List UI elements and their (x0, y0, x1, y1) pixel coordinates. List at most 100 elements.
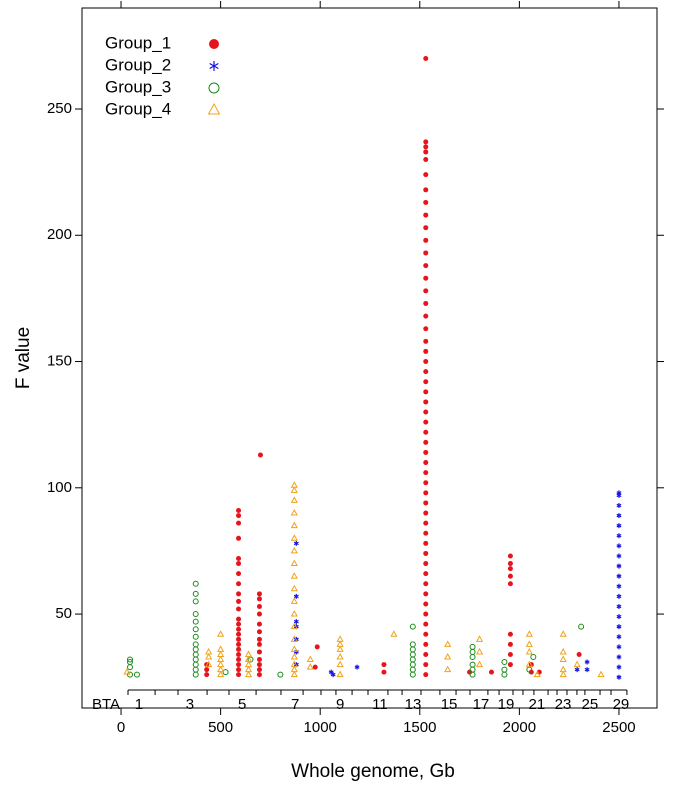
point (616, 583, 622, 589)
point (133, 671, 140, 678)
point (330, 672, 336, 678)
point (236, 641, 242, 647)
point (559, 670, 567, 678)
point (390, 630, 398, 637)
point (192, 661, 199, 668)
legend-marker (209, 61, 219, 71)
point (469, 671, 476, 678)
x-tick-label: 2500 (602, 719, 635, 736)
point (336, 645, 344, 652)
point (559, 630, 567, 637)
point (573, 660, 581, 668)
legend-label: Group_2 (105, 55, 171, 74)
point (217, 650, 225, 657)
point (244, 655, 253, 663)
point (256, 662, 262, 668)
point (423, 149, 429, 155)
point (192, 666, 199, 673)
point (507, 662, 513, 668)
point (256, 672, 262, 678)
point (126, 659, 133, 666)
point (236, 561, 242, 567)
point (423, 530, 429, 536)
point (423, 601, 429, 607)
point (236, 513, 242, 519)
point (525, 640, 533, 647)
point (236, 535, 242, 541)
point (192, 633, 199, 640)
point (423, 212, 429, 218)
point (423, 56, 429, 62)
bta-label: 1 (135, 696, 143, 713)
point (616, 593, 622, 599)
point (217, 645, 225, 652)
point (293, 619, 299, 625)
point (423, 389, 429, 395)
point (597, 670, 605, 678)
point (409, 623, 416, 630)
point (290, 486, 298, 493)
point (423, 288, 429, 294)
point (423, 275, 429, 281)
point (192, 598, 199, 605)
point (469, 648, 476, 655)
point (423, 144, 429, 150)
point (423, 369, 429, 375)
point (236, 606, 242, 612)
point (409, 661, 416, 668)
point (559, 655, 567, 663)
point (525, 630, 533, 637)
point (409, 646, 416, 653)
point (423, 561, 429, 567)
y-tick-label: 150 (47, 353, 72, 370)
point (616, 543, 622, 549)
point (423, 419, 429, 425)
point (423, 581, 429, 587)
point (469, 653, 476, 660)
legend-label: Group_3 (105, 77, 171, 96)
point (290, 572, 298, 579)
point (409, 651, 416, 658)
plot-frame (81, 7, 658, 709)
bta-label: 9 (336, 696, 344, 713)
bta-label: 3 (186, 696, 194, 713)
point (314, 644, 320, 650)
point (257, 452, 263, 458)
point (616, 614, 622, 620)
x-tick-label: 500 (208, 719, 233, 736)
y-tick-label: 250 (47, 100, 72, 117)
point (423, 157, 429, 163)
point (244, 665, 253, 673)
point (290, 496, 298, 503)
point (409, 671, 416, 678)
point (616, 624, 622, 630)
point (290, 559, 298, 567)
bta-label: 5 (238, 696, 246, 713)
point (256, 611, 262, 617)
point (290, 652, 298, 660)
point (290, 584, 298, 592)
point (507, 561, 513, 567)
point (423, 550, 429, 556)
point (616, 634, 622, 640)
point (423, 263, 429, 269)
point (423, 439, 429, 445)
point (306, 663, 314, 670)
legend-label: Group_4 (105, 99, 171, 118)
point (290, 610, 298, 617)
point (423, 429, 429, 435)
x-tick-label: 1000 (304, 719, 337, 736)
point (409, 641, 416, 648)
y-tick-label: 50 (55, 605, 72, 622)
point (423, 187, 429, 193)
point (423, 172, 429, 178)
point (423, 225, 429, 231)
point (256, 641, 262, 647)
point (475, 647, 484, 655)
point (290, 534, 298, 541)
point (423, 139, 429, 145)
point (616, 523, 622, 529)
point (236, 672, 242, 678)
point (501, 671, 508, 678)
